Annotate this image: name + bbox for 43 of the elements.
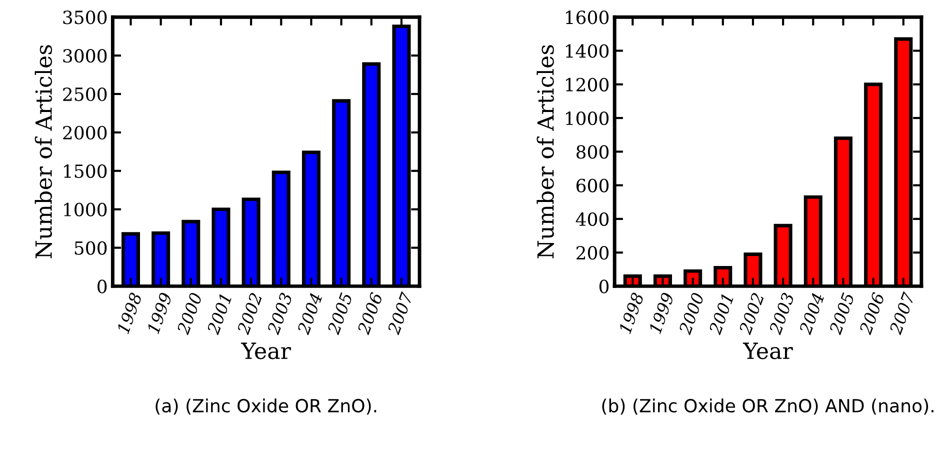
x-tick-label: 2002 — [738, 292, 764, 336]
y-tick-label: 3000 — [63, 49, 107, 63]
x-tick-label: 2007 — [386, 291, 414, 336]
x-tick-label: 2005 — [828, 292, 855, 336]
x-tick-label: 2007 — [888, 291, 916, 336]
x-tick-label: 2004 — [798, 292, 825, 336]
y-tick-label: 1600 — [566, 10, 609, 24]
x-tick-label: 2006 — [858, 292, 885, 336]
y-tick-label: 500 — [74, 241, 107, 255]
x-tick-label: 1998 — [618, 292, 644, 334]
y-tick-label: 1000 — [566, 111, 609, 126]
x-axis-title: Year — [742, 342, 793, 360]
y-tick-label: 0 — [98, 280, 107, 294]
x-tick-label: 2000 — [176, 292, 202, 336]
x-tick-label: 2002 — [236, 292, 262, 336]
y-tick-label: 1500 — [64, 164, 107, 178]
x-tick-label: 2003 — [768, 292, 795, 336]
y-axis-title: Number of Articles — [536, 45, 554, 258]
y-tick-label: 1400 — [566, 44, 609, 58]
y-tick-label: 600 — [576, 178, 609, 192]
y-tick-label: 2500 — [63, 87, 107, 102]
y-tick-label: 3500 — [63, 10, 107, 24]
x-tick-label: 1999 — [648, 292, 674, 334]
x-tick-label: 1999 — [146, 292, 172, 334]
x-tick-label: 2004 — [296, 292, 323, 336]
y-tick-label: 1200 — [566, 78, 609, 92]
y-axis-title: Number of Articles — [34, 45, 52, 258]
x-tick-label: 2003 — [266, 292, 293, 336]
x-axis-title: Year — [240, 342, 291, 360]
text: (a) (Zinc Oxide OR ZnO). — [156, 398, 376, 415]
x-tick-label: 2005 — [326, 292, 353, 336]
y-tick-label: 1000 — [64, 202, 107, 216]
x-tick-label: 2000 — [678, 292, 704, 336]
x-tick-label: 1998 — [116, 292, 142, 334]
y-tick-label: 0 — [599, 280, 609, 294]
x-tick-label: 2001 — [708, 294, 734, 336]
y-tick-label: 2000 — [63, 126, 107, 140]
y-tick-label: 200 — [576, 246, 609, 260]
y-tick-label: 800 — [576, 145, 609, 159]
text: (b) (Zinc Oxide OR ZnO) AND (nano). — [602, 398, 934, 415]
x-tick-label: 2006 — [356, 292, 383, 336]
y-tick-label: 400 — [576, 212, 609, 226]
x-tick-label: 2001 — [206, 294, 232, 336]
